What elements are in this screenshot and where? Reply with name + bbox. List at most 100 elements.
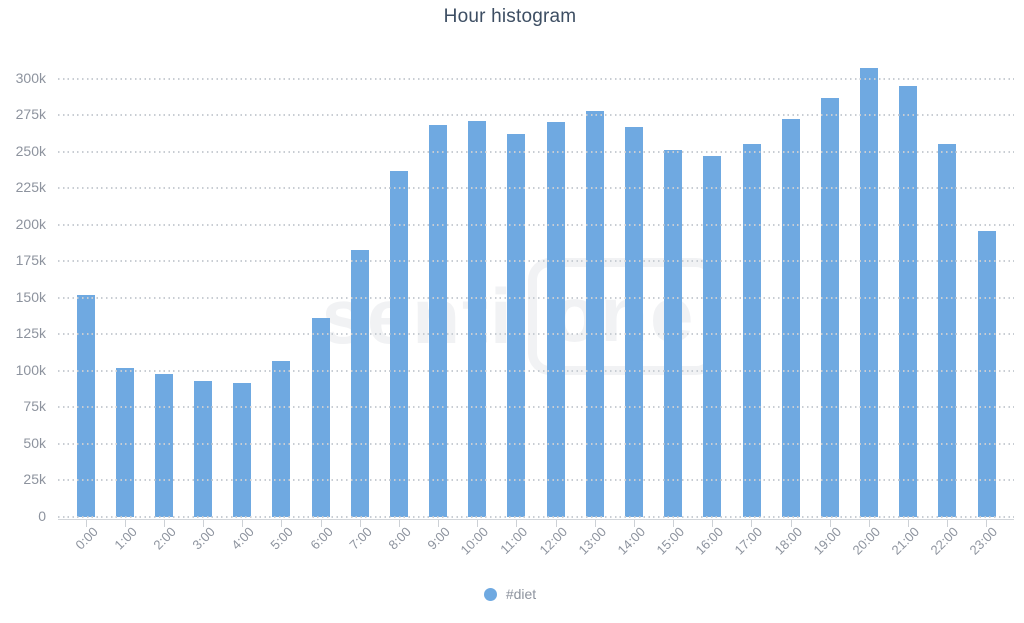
y-axis-label-225k: 225k xyxy=(15,179,46,195)
plot-area xyxy=(58,42,1014,518)
gridline-275k xyxy=(58,114,1014,116)
bar-cell-10:00 xyxy=(458,42,497,517)
gridline-225k xyxy=(58,187,1014,189)
y-axis-label-100k: 100k xyxy=(15,362,46,378)
legend: #diet xyxy=(0,586,1020,602)
bar-14:00[interactable] xyxy=(624,127,643,517)
legend-swatch-circle xyxy=(483,587,497,601)
bar-10:00[interactable] xyxy=(468,121,487,517)
bar-20:00[interactable] xyxy=(860,68,879,517)
gridline-100k xyxy=(58,370,1014,372)
legend-item-diet[interactable]: #diet xyxy=(483,586,536,602)
bar-19:00[interactable] xyxy=(820,98,839,517)
x-axis-label-4:00: 4:00 xyxy=(228,524,257,553)
x-axis-label-5:00: 5:00 xyxy=(267,524,296,553)
bar-cell-11:00 xyxy=(497,42,536,517)
x-tick-8:00 xyxy=(399,520,400,527)
gridline-175k xyxy=(58,260,1014,262)
bar-cell-22:00 xyxy=(928,42,967,517)
bar-4:00[interactable] xyxy=(233,383,252,517)
x-axis-line xyxy=(58,519,1014,520)
x-tick-10:00 xyxy=(477,520,478,527)
gridline-50k xyxy=(58,443,1014,445)
y-axis-label-150k: 150k xyxy=(15,289,46,305)
x-axis-label-0:00: 0:00 xyxy=(72,524,101,553)
x-tick-11:00 xyxy=(516,520,517,527)
bars-container xyxy=(66,42,1006,517)
x-tick-21:00 xyxy=(908,520,909,527)
bar-cell-23:00 xyxy=(967,42,1006,517)
x-tick-16:00 xyxy=(712,520,713,527)
x-tick-13:00 xyxy=(595,520,596,527)
x-tick-9:00 xyxy=(438,520,439,527)
bar-cell-9:00 xyxy=(419,42,458,517)
gridline-0 xyxy=(58,516,1014,518)
y-axis-label-175k: 175k xyxy=(15,252,46,268)
x-axis-label-11:00: 11:00 xyxy=(497,524,531,557)
bar-cell-3:00 xyxy=(184,42,223,517)
y-axis-label-125k: 125k xyxy=(15,325,46,341)
x-axis-label-10:00: 10:00 xyxy=(457,524,492,558)
y-axis-label-200k: 200k xyxy=(15,216,46,232)
x-axis-label-1:00: 1:00 xyxy=(111,524,140,553)
x-tick-17:00 xyxy=(751,520,752,527)
bar-7:00[interactable] xyxy=(350,250,369,517)
bar-cell-8:00 xyxy=(379,42,418,517)
chart-title: Hour histogram xyxy=(443,6,577,27)
y-axis-label-300k: 300k xyxy=(15,70,46,86)
x-tick-14:00 xyxy=(634,520,635,527)
x-axis-label-9:00: 9:00 xyxy=(424,524,453,553)
x-axis-label-23:00: 23:00 xyxy=(966,524,1001,558)
bar-cell-18:00 xyxy=(771,42,810,517)
bar-21:00[interactable] xyxy=(899,86,918,517)
bar-cell-17:00 xyxy=(732,42,771,517)
x-tick-7:00 xyxy=(360,520,361,527)
gridline-300k xyxy=(58,78,1014,80)
y-axis-label-275k: 275k xyxy=(15,106,46,122)
x-tick-15:00 xyxy=(673,520,674,527)
bar-17:00[interactable] xyxy=(742,144,761,517)
x-axis-label-16:00: 16:00 xyxy=(692,524,727,558)
bar-cell-4:00 xyxy=(223,42,262,517)
x-axis-label-6:00: 6:00 xyxy=(307,524,336,553)
bar-2:00[interactable] xyxy=(154,374,173,517)
y-axis-label-50k: 50k xyxy=(23,435,46,451)
gridline-200k xyxy=(58,224,1014,226)
x-tick-19:00 xyxy=(830,520,831,527)
y-axis-label-0: 0 xyxy=(38,508,46,524)
bar-3:00[interactable] xyxy=(194,381,213,517)
bar-22:00[interactable] xyxy=(938,144,957,517)
x-tick-1:00 xyxy=(125,520,126,527)
bar-cell-19:00 xyxy=(810,42,849,517)
x-tick-12:00 xyxy=(556,520,557,527)
x-axis-label-20:00: 20:00 xyxy=(849,524,884,558)
bar-12:00[interactable] xyxy=(546,122,565,517)
x-tick-20:00 xyxy=(869,520,870,527)
bar-18:00[interactable] xyxy=(781,119,800,517)
x-axis-label-13:00: 13:00 xyxy=(575,524,610,558)
bar-11:00[interactable] xyxy=(507,134,526,517)
bar-cell-20:00 xyxy=(849,42,888,517)
bar-5:00[interactable] xyxy=(272,361,291,517)
x-axis-label-15:00: 15:00 xyxy=(653,524,688,558)
x-tick-5:00 xyxy=(281,520,282,527)
bar-cell-21:00 xyxy=(889,42,928,517)
bar-cell-7:00 xyxy=(340,42,379,517)
x-tick-3:00 xyxy=(203,520,204,527)
bar-13:00[interactable] xyxy=(585,111,604,517)
y-axis-label-25k: 25k xyxy=(23,471,46,487)
bar-cell-16:00 xyxy=(693,42,732,517)
x-tick-6:00 xyxy=(321,520,322,527)
x-axis-label-14:00: 14:00 xyxy=(614,524,649,558)
bar-8:00[interactable] xyxy=(389,171,408,517)
bar-6:00[interactable] xyxy=(311,318,330,517)
x-axis-label-3:00: 3:00 xyxy=(189,524,218,553)
bar-cell-2:00 xyxy=(144,42,183,517)
bar-16:00[interactable] xyxy=(703,156,722,517)
x-tick-18:00 xyxy=(791,520,792,527)
x-axis-label-19:00: 19:00 xyxy=(810,524,845,558)
bar-9:00[interactable] xyxy=(429,125,448,517)
x-axis-label-21:00: 21:00 xyxy=(888,524,923,558)
bar-23:00[interactable] xyxy=(977,231,996,517)
